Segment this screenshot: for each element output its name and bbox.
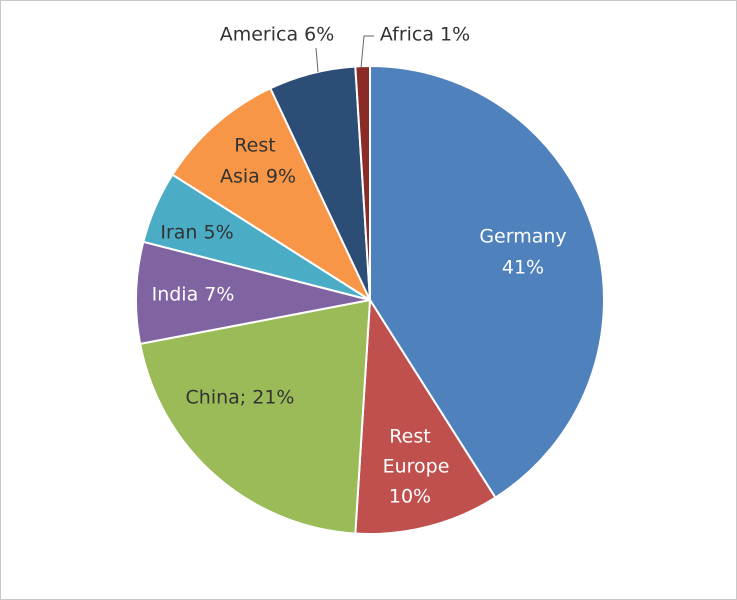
data-label: China; 21% [186,387,295,409]
pie-slice [354,64,371,301]
data-label: Rest [234,135,275,157]
data-label: Iran 5% [160,222,233,244]
data-label: 10% [389,486,431,508]
data-label: Africa 1% [380,24,470,46]
pie-slice [135,240,371,346]
data-label: Rest [389,426,430,448]
pie-slice [171,86,373,303]
leader-line [360,35,374,69]
pie-slice [138,298,372,535]
leader-line [315,47,319,73]
data-label: Germany [479,226,566,248]
data-label: 41% [502,257,544,279]
data-label: America 6% [220,24,335,46]
data-label: Europe [383,456,450,478]
data-label: India 7% [152,284,235,306]
pie-slice [369,64,605,499]
data-label: Asia 9% [220,166,296,188]
pie-slice [354,296,497,535]
